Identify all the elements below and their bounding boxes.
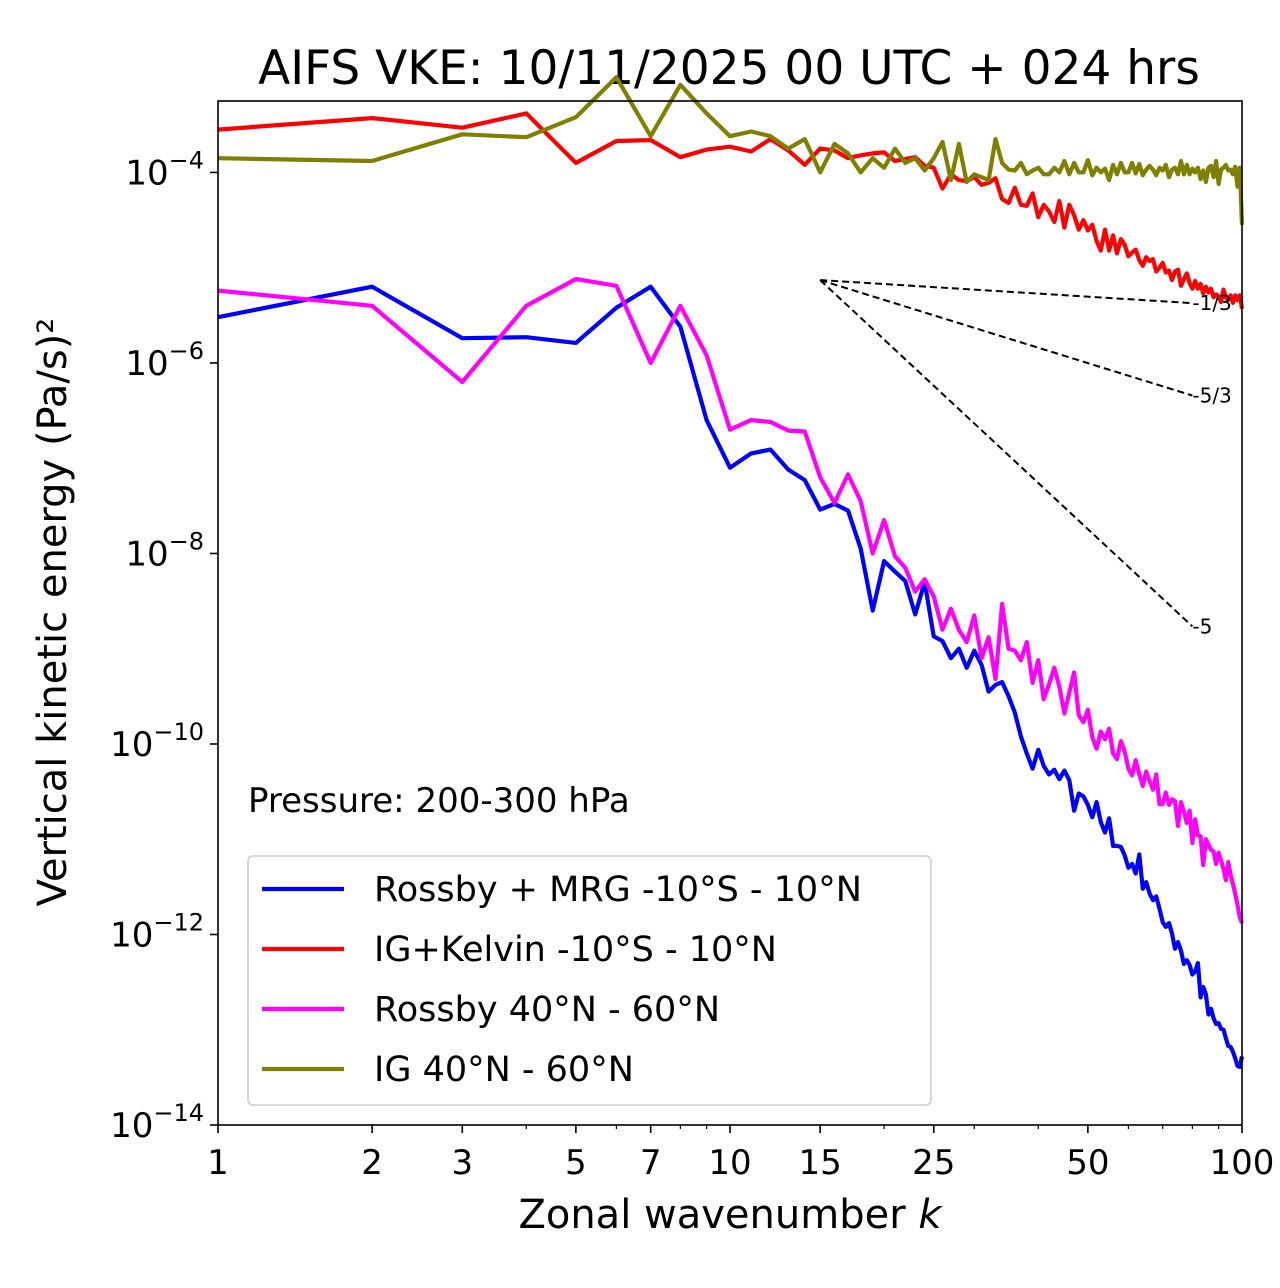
y-tick-exponent: −14: [153, 1099, 204, 1127]
y-tick-exponent: −12: [153, 908, 204, 936]
x-axis-label-space: [906, 1192, 919, 1238]
y-tick-label: 10−14: [110, 1099, 204, 1146]
legend-label-ig-kelvin-10-s-10-n: IG+Kelvin -10°S - 10°N: [374, 930, 777, 970]
series-line-rossby-mrg-10-s-10-n: [217, 284, 1245, 1070]
y-tick-label: 10−6: [125, 337, 204, 384]
chart-title: AIFS VKE: 10/11/2025 00 UTC + 024 hrs: [258, 41, 1200, 96]
y-tick-base: 10: [110, 915, 153, 955]
x-axis-label: Zonal wavenumber k: [518, 1192, 943, 1238]
y-tick-base: 10: [125, 344, 168, 384]
x-tick-label: 5: [565, 1143, 587, 1183]
legend-label-rossby-40-n-60-n: Rossby 40°N - 60°N: [374, 990, 720, 1030]
legend-entries: Rossby + MRG -10°S - 10°N IG+Kelvin -10°S…: [262, 870, 862, 1090]
series-line-ig-kelvin-10-s-10-n: [217, 111, 1245, 310]
series-line-rossby-40-n-60-n: [217, 277, 1244, 924]
series-line-ig-40-n-60-n: [217, 75, 1245, 225]
reference-slope-line-2: [819, 279, 1193, 397]
y-tick-base: 10: [125, 153, 168, 193]
x-axis-label-variable: k: [918, 1192, 943, 1238]
reference-slope-line-3: [819, 279, 1194, 628]
x-tick-label: 25: [912, 1143, 955, 1183]
y-tick-label: 10−12: [110, 908, 204, 955]
reference-slope-line-1: [820, 279, 1193, 305]
y-axis-label: Vertical kinetic energy (Pa/s)²: [30, 318, 76, 907]
y-tick-base: 10: [110, 1106, 153, 1146]
x-tick-label: 1: [207, 1143, 229, 1183]
x-tick-label: 50: [1066, 1143, 1109, 1183]
y-tick-base: 10: [110, 725, 153, 765]
x-tick-label: 2: [361, 1143, 383, 1183]
legend-box: [247, 855, 932, 1106]
y-tick-exponent: −4: [169, 146, 204, 174]
x-tick-label: 7: [640, 1143, 662, 1183]
x-tick-label: 15: [799, 1143, 842, 1183]
reference-slope-label-2: -5/3: [1192, 384, 1231, 408]
legend: Rossby + MRG -10°S - 10°N IG+Kelvin -10°S…: [247, 855, 932, 1106]
y-tick-label: 10−8: [125, 527, 204, 574]
reference-slope-label-1: -1/3: [1192, 291, 1231, 315]
y-tick-base: 10: [125, 534, 168, 574]
x-axis-label-text: Zonal wavenumber: [518, 1192, 906, 1238]
y-tick-exponent: −8: [169, 527, 204, 555]
y-tick-label: 10−10: [110, 718, 204, 765]
legend-label-ig-40-n-60-n: IG 40°N - 60°N: [374, 1050, 634, 1090]
reference-slope-label-3: -5: [1192, 614, 1212, 638]
x-tick-label: 100: [1210, 1143, 1275, 1183]
legend-label-rossby-mrg-10-s-10-n: Rossby + MRG -10°S - 10°N: [374, 870, 862, 910]
series-layer: [217, 75, 1245, 1070]
y-tick-label: 10−4: [125, 146, 204, 193]
pressure-annotation: Pressure: 200-300 hPa: [248, 781, 630, 821]
reference-slope-layer: -1/3 -5/3 -5: [819, 279, 1232, 638]
y-tick-exponent: −10: [153, 718, 204, 746]
x-tick-label: 3: [451, 1143, 473, 1183]
axis-ticks-layer: 1 2 3 5 7 10 15 25 50 10010−1410−1210−1010−810−61…: [110, 146, 1274, 1183]
y-tick-exponent: −6: [169, 337, 204, 365]
x-tick-label: 10: [708, 1143, 751, 1183]
